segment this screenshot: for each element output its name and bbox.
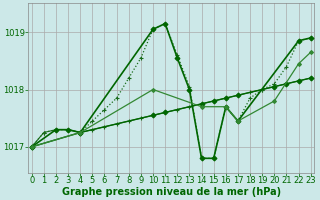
X-axis label: Graphe pression niveau de la mer (hPa): Graphe pression niveau de la mer (hPa): [62, 187, 281, 197]
